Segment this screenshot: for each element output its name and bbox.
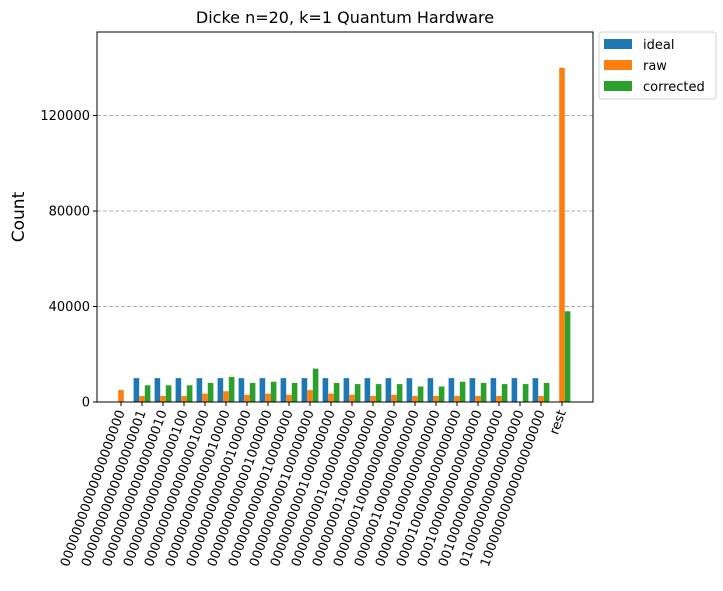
plot-frame — [96, 31, 594, 403]
x-axis: 0000000000000000000000000000000000000001… — [58, 402, 570, 569]
legend-swatch — [604, 39, 632, 49]
bar-ideal — [154, 378, 161, 402]
bar-ideal — [511, 378, 518, 402]
bar-ideal — [343, 378, 350, 402]
y-axis-label: Count — [9, 191, 29, 242]
legend: ideal raw corrected — [598, 31, 717, 100]
bar-raw — [328, 393, 334, 402]
bar-raw — [433, 396, 439, 402]
y-tick-label: 80000 — [49, 205, 90, 220]
bar-raw — [538, 396, 544, 402]
y-tick-label: 120000 — [40, 109, 90, 124]
x-tick-label: rest — [547, 408, 570, 437]
bar-corrected — [144, 385, 151, 402]
bar-corrected — [459, 381, 466, 402]
bar-corrected — [165, 385, 172, 402]
bar-raw — [202, 393, 208, 402]
bar-raw — [370, 396, 376, 402]
bar-raw — [475, 396, 481, 402]
legend-swatch — [604, 60, 632, 70]
legend-label: raw — [643, 59, 667, 74]
bar-corrected — [501, 384, 508, 402]
bar-ideal — [364, 378, 371, 402]
bar-ideal — [532, 378, 539, 402]
y-axis: 0 40000 80000 120000 — [40, 109, 97, 411]
bar-corrected — [417, 386, 424, 402]
bar-corrected — [207, 382, 214, 402]
bar-corrected — [249, 382, 256, 402]
bar-ideal — [175, 378, 182, 402]
bar-corrected — [438, 386, 445, 402]
bars — [118, 67, 571, 402]
bar-raw — [244, 394, 250, 402]
bar-ideal — [133, 378, 140, 402]
bar-raw — [139, 396, 145, 402]
bar-raw — [349, 394, 355, 402]
bar-corrected — [480, 382, 487, 402]
bar-corrected — [354, 384, 361, 402]
bar-raw — [223, 391, 229, 402]
bar-corrected — [543, 382, 550, 402]
bar-raw — [160, 396, 166, 402]
bar-corrected — [312, 368, 319, 402]
bar-ideal — [301, 378, 308, 402]
chart-title: Dicke n=20, k=1 Quantum Hardware — [196, 8, 494, 27]
bar-raw — [118, 390, 124, 402]
grid-lines — [97, 115, 593, 308]
legend-label: ideal — [643, 38, 674, 53]
y-tick-label: 40000 — [49, 300, 90, 315]
bar-ideal — [322, 378, 329, 402]
bar-raw — [559, 67, 565, 402]
bar-raw — [181, 396, 187, 402]
bar-corrected — [396, 384, 403, 402]
bar-ideal — [280, 378, 287, 402]
bar-raw — [265, 393, 271, 402]
bar-corrected — [333, 382, 340, 402]
bar-corrected — [270, 381, 277, 402]
bar-ideal — [448, 378, 455, 402]
bar-raw — [496, 396, 502, 402]
bar-corrected — [522, 384, 529, 402]
bar-raw — [412, 396, 418, 402]
bar-ideal — [259, 378, 266, 402]
bar-corrected — [186, 385, 193, 402]
bar-ideal — [196, 378, 203, 402]
bar-ideal — [217, 378, 224, 402]
legend-swatch — [604, 81, 632, 91]
bar-raw — [286, 394, 292, 402]
bar-raw — [307, 390, 313, 402]
bar-corrected — [291, 382, 298, 402]
y-tick-label: 0 — [82, 396, 90, 411]
bar-corrected — [375, 384, 382, 402]
bar-corrected — [228, 376, 235, 402]
bar-ideal — [406, 378, 413, 402]
legend-label: corrected — [643, 80, 705, 95]
bar-corrected — [564, 311, 571, 402]
bar-ideal — [427, 378, 434, 402]
bar-ideal — [469, 378, 476, 402]
bar-ideal — [490, 378, 497, 402]
bar-raw — [454, 396, 460, 402]
bar-ideal — [385, 378, 392, 402]
bar-ideal — [238, 378, 245, 402]
bar-raw — [391, 394, 397, 402]
